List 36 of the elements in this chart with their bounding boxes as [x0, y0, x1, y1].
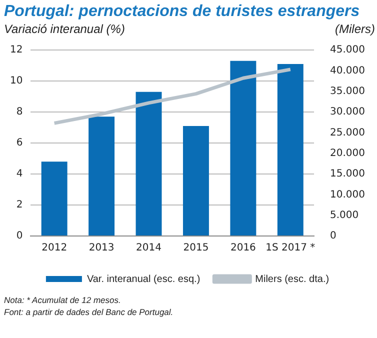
bar: [88, 116, 115, 236]
y2-tick-label: 15.000: [330, 168, 366, 180]
y-tick-label: 12: [10, 44, 23, 56]
x-tick-label: 1S 2017 *: [266, 242, 316, 254]
y-tick-label: 6: [16, 138, 23, 149]
y2-tick-label: 40.000: [330, 65, 366, 76]
y2-tick-label: 10.000: [330, 189, 366, 200]
text: Nota: * Acumulat de 12 mesos.: [4, 294, 122, 306]
y-tick-label: 0: [16, 230, 23, 242]
y2-tick-label: 5.000: [330, 210, 359, 221]
bar: [41, 162, 68, 236]
x-tick-label: 2012: [42, 242, 68, 254]
y2-tick-label: 45.000: [330, 44, 366, 56]
legend-label: Var. interanual (esc. esq.): [86, 274, 200, 285]
y-tick-label: 2: [16, 200, 23, 211]
y-tick-label: 8: [16, 106, 23, 118]
text: Font: a partir de dades del Banc de Portugal.: [4, 306, 174, 318]
x-tick-label: 2013: [88, 242, 114, 254]
y-tick-label: 4: [16, 168, 23, 180]
legend-label: Milers (esc. dta.): [255, 274, 330, 285]
y-axis-title: Variació interanual (%): [4, 22, 125, 36]
y-tick-label: 10: [10, 76, 23, 87]
x-tick-label: 2016: [230, 242, 256, 254]
x-tick-label: 2015: [183, 242, 209, 254]
chart-title: Portugal: pernoctacions de turistes estrangers: [3, 2, 361, 21]
bar: [182, 126, 209, 236]
bar: [230, 60, 256, 236]
y2-axis-title: (Milers): [335, 22, 375, 36]
x-tick-label: 2014: [136, 242, 162, 254]
bar: [136, 92, 162, 236]
y2-tick-label: 0: [330, 230, 336, 242]
y2-tick-label: 25.000: [330, 127, 366, 138]
y2-tick-label: 20.000: [330, 148, 366, 159]
bar: [277, 64, 304, 236]
y2-tick-label: 30.000: [330, 106, 366, 118]
y2-tick-label: 35.000: [330, 86, 366, 97]
